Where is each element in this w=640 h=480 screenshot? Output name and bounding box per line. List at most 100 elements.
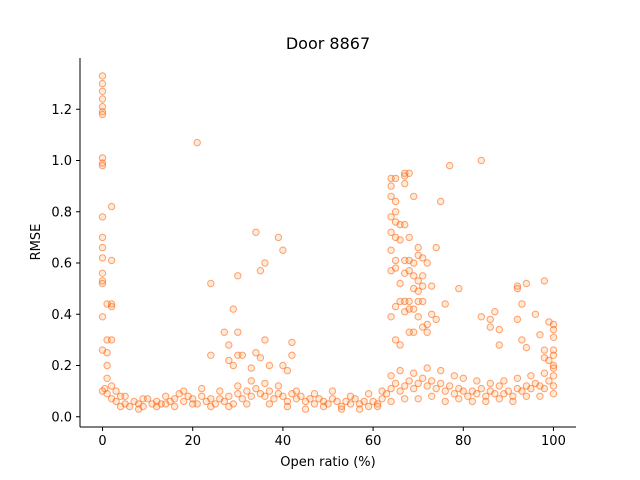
data-point bbox=[387, 182, 395, 190]
chart-title: Door 8867 bbox=[286, 34, 370, 53]
data-point bbox=[247, 377, 256, 385]
data-point bbox=[446, 161, 454, 170]
data-point bbox=[98, 243, 107, 252]
data-point bbox=[274, 233, 283, 242]
data-point bbox=[437, 197, 445, 206]
data-point bbox=[419, 282, 427, 290]
data-point bbox=[189, 395, 197, 403]
data-point bbox=[98, 87, 107, 96]
data-point bbox=[549, 372, 558, 380]
data-point bbox=[509, 392, 517, 400]
data-point bbox=[401, 395, 409, 403]
data-point bbox=[473, 390, 481, 398]
data-point bbox=[401, 220, 409, 229]
data-point bbox=[153, 402, 161, 411]
data-point bbox=[355, 405, 364, 413]
data-point bbox=[107, 256, 116, 265]
data-point bbox=[405, 297, 413, 306]
data-point bbox=[450, 390, 458, 398]
data-point bbox=[531, 310, 540, 318]
data-point bbox=[437, 366, 445, 375]
data-point bbox=[391, 379, 400, 388]
data-point bbox=[423, 328, 431, 336]
data-point bbox=[98, 254, 107, 262]
data-point bbox=[549, 320, 558, 329]
data-point bbox=[134, 405, 143, 413]
data-point bbox=[428, 310, 436, 318]
x-axis-ticks: 0 20 40 60 80 100 bbox=[98, 427, 566, 449]
data-point bbox=[545, 377, 553, 385]
data-point bbox=[234, 382, 242, 390]
data-point bbox=[234, 328, 242, 336]
data-point bbox=[428, 282, 436, 290]
data-point bbox=[319, 402, 328, 411]
data-point bbox=[549, 364, 558, 372]
y-tick-label: 0.6 bbox=[51, 257, 72, 272]
data-point bbox=[279, 361, 287, 370]
data-point bbox=[423, 364, 431, 372]
data-point bbox=[98, 72, 107, 80]
data-point bbox=[410, 369, 418, 377]
data-point bbox=[189, 400, 197, 408]
x-tick-label: 80 bbox=[455, 434, 472, 449]
data-point bbox=[486, 323, 494, 331]
data-point bbox=[391, 336, 400, 344]
data-point bbox=[364, 402, 373, 411]
data-point bbox=[378, 395, 386, 403]
data-point bbox=[306, 395, 314, 403]
data-point bbox=[139, 395, 147, 403]
data-point bbox=[364, 390, 373, 398]
data-point bbox=[98, 159, 107, 167]
data-point bbox=[477, 156, 485, 165]
y-tick-label: 0.8 bbox=[51, 205, 72, 220]
data-point bbox=[337, 405, 346, 413]
data-point bbox=[238, 351, 247, 359]
data-point bbox=[265, 361, 274, 370]
data-points bbox=[98, 72, 558, 413]
data-point bbox=[495, 382, 503, 390]
data-point bbox=[243, 400, 251, 408]
data-point bbox=[410, 192, 418, 201]
data-point bbox=[225, 402, 233, 411]
data-point bbox=[495, 341, 503, 349]
data-point bbox=[98, 277, 107, 285]
data-point bbox=[292, 387, 301, 395]
y-tick-label: 1.2 bbox=[51, 103, 72, 118]
data-point bbox=[459, 387, 467, 395]
data-point bbox=[373, 402, 382, 411]
data-point bbox=[405, 233, 413, 242]
data-point bbox=[261, 392, 269, 400]
data-point bbox=[441, 397, 449, 406]
data-point bbox=[373, 400, 382, 408]
x-tick-label: 60 bbox=[365, 434, 382, 449]
data-point bbox=[328, 387, 337, 395]
data-point bbox=[346, 400, 355, 408]
data-point bbox=[112, 397, 120, 406]
data-point bbox=[396, 236, 404, 244]
data-point bbox=[216, 387, 224, 395]
data-point bbox=[549, 390, 558, 398]
data-point bbox=[261, 379, 269, 388]
data-point bbox=[410, 259, 418, 267]
data-point bbox=[513, 315, 522, 324]
data-point bbox=[540, 277, 549, 285]
data-point bbox=[171, 402, 179, 411]
data-point bbox=[428, 377, 436, 385]
data-point bbox=[265, 387, 274, 395]
data-point bbox=[103, 374, 111, 382]
data-point bbox=[464, 392, 472, 400]
data-point bbox=[207, 351, 215, 359]
data-point bbox=[396, 366, 404, 375]
data-point bbox=[103, 361, 111, 370]
data-point bbox=[98, 213, 107, 221]
data-point bbox=[423, 382, 431, 390]
data-point bbox=[360, 397, 368, 406]
data-point bbox=[229, 305, 238, 313]
data-point bbox=[234, 272, 242, 280]
data-point bbox=[121, 392, 129, 400]
data-point bbox=[107, 336, 116, 344]
data-point bbox=[396, 279, 404, 288]
data-point bbox=[387, 246, 395, 254]
data-point bbox=[337, 402, 346, 411]
data-point bbox=[518, 300, 526, 308]
